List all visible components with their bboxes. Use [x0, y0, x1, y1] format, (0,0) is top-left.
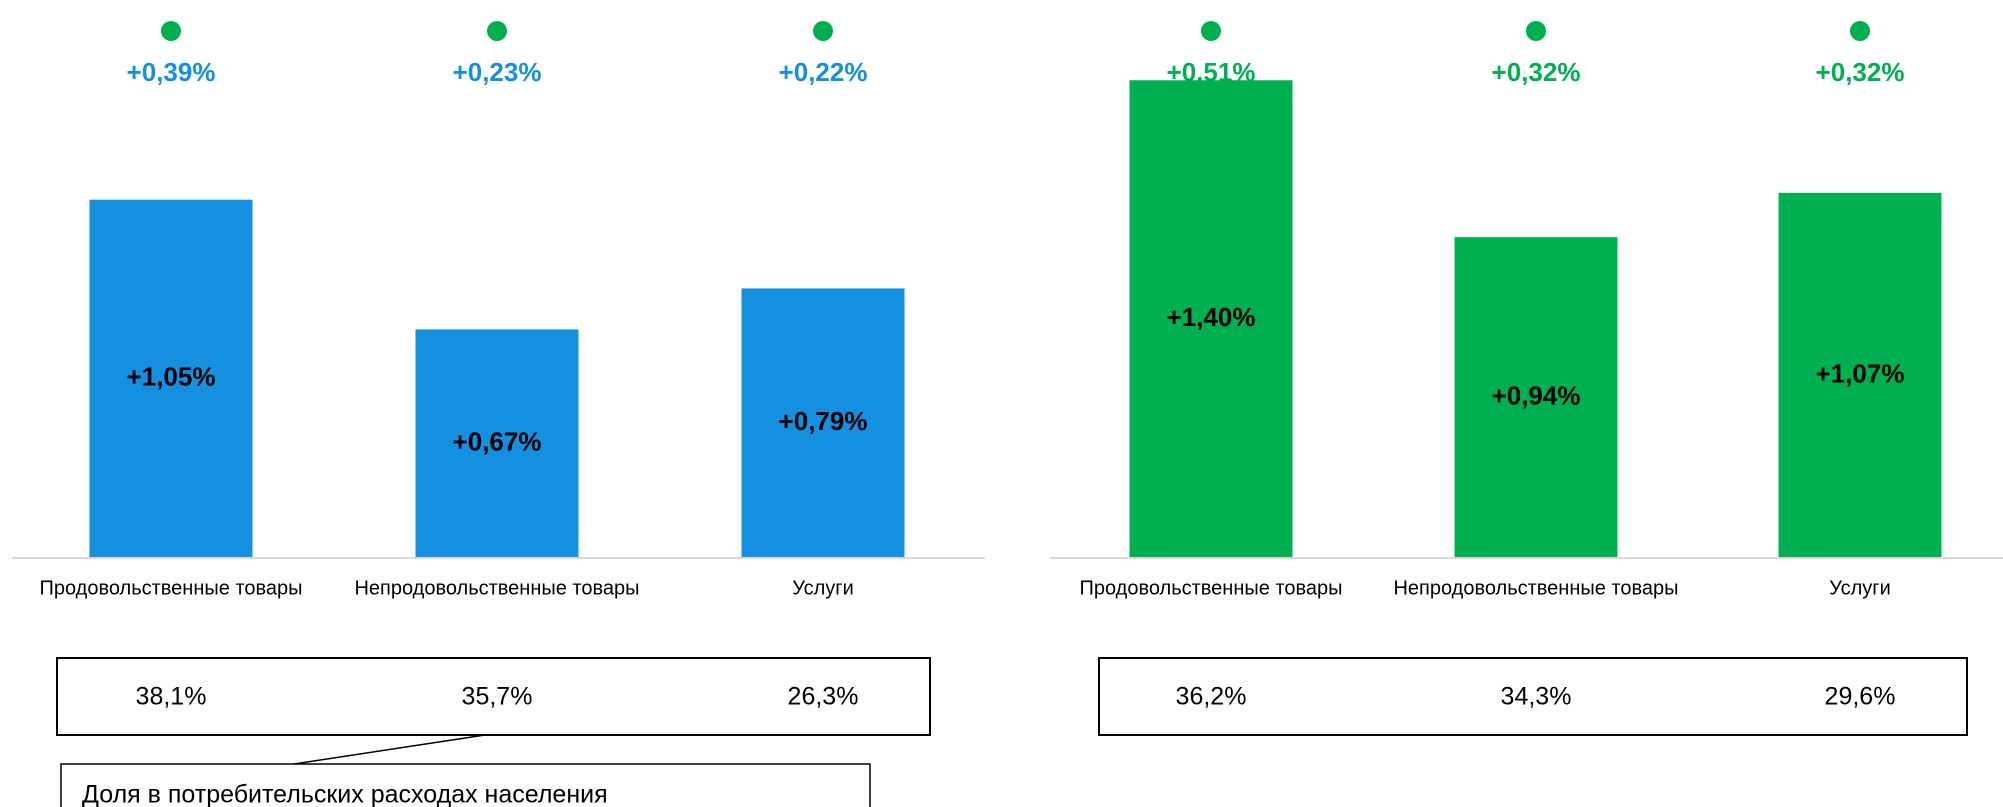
indicator-dot — [1201, 21, 1221, 41]
bar-value-label: +1,05% — [127, 362, 216, 392]
bar — [89, 199, 253, 558]
bar-value-label: +0,79% — [779, 406, 868, 436]
callout-box — [60, 763, 871, 807]
bar — [741, 288, 905, 558]
bar-value-label: +0,67% — [453, 427, 542, 457]
bar — [1778, 192, 1942, 559]
share-value: 34,3% — [1501, 683, 1572, 711]
indicator-dot — [1850, 21, 1870, 41]
x-tick-label: Непродовольственные товары — [354, 577, 639, 599]
indicator-dot — [813, 21, 833, 41]
indicator-dot — [487, 21, 507, 41]
top-label: +0,51% — [1167, 57, 1256, 87]
x-tick-label: Услуги — [1829, 577, 1891, 599]
top-label: +0,22% — [779, 57, 868, 87]
x-tick-label: Непродовольственные товары — [1393, 577, 1678, 599]
top-label: +0,39% — [127, 57, 216, 87]
top-label: +0,32% — [1492, 57, 1581, 87]
share-box — [56, 657, 931, 736]
x-tick-label: Продовольственные товары — [1079, 577, 1342, 599]
x-tick-label: Продовольственные товары — [39, 577, 302, 599]
bar-value-label: +1,40% — [1167, 302, 1256, 332]
bar — [1454, 237, 1618, 558]
share-value: 26,3% — [788, 683, 859, 711]
bar — [1129, 80, 1293, 558]
callout-text: Доля в потребительских расходах населени… — [82, 781, 608, 807]
top-label: +0,32% — [1816, 57, 1905, 87]
indicator-dot — [161, 21, 181, 41]
callout-line — [293, 734, 486, 765]
share-value: 29,6% — [1825, 683, 1896, 711]
share-box — [1098, 657, 1968, 736]
indicator-dot — [1526, 21, 1546, 41]
bar — [415, 329, 579, 558]
x-tick-label: Услуги — [792, 577, 854, 599]
bar-value-label: +0,94% — [1492, 380, 1581, 410]
top-label: +0,23% — [453, 57, 542, 87]
share-value: 35,7% — [462, 683, 533, 711]
bar-value-label: +1,07% — [1816, 358, 1905, 388]
share-value: 36,2% — [1176, 683, 1247, 711]
share-value: 38,1% — [136, 683, 207, 711]
